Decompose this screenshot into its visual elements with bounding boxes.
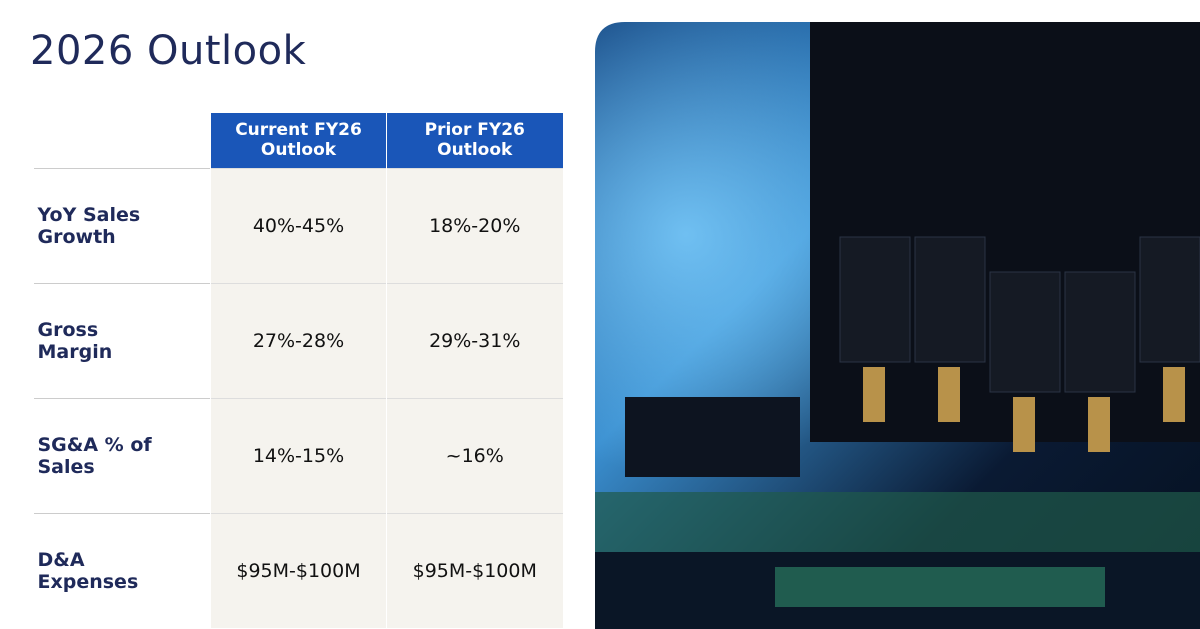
header-blank <box>33 113 211 168</box>
cell-value: 27%-28% <box>210 282 387 398</box>
cell-value: $95M-$100M <box>386 512 563 628</box>
outlook-table: Current FY26 Outlook Prior FY26 Outlook … <box>33 113 563 628</box>
cell-value: ~16% <box>386 397 563 513</box>
row-label: Gross Margin <box>33 282 211 398</box>
cell-value: 14%-15% <box>210 397 387 513</box>
table-row: Gross Margin 27%-28% 29%-31% <box>33 282 563 398</box>
row-label: SG&A % of Sales <box>33 397 211 513</box>
header-row: Current FY26 Outlook Prior FY26 Outlook <box>33 113 563 168</box>
table-row: D&A Expenses $95M-$100M $95M-$100M <box>33 512 563 628</box>
table-row: YoY Sales Growth 40%-45% 18%-20% <box>33 167 563 283</box>
column-header: Current FY26 Outlook <box>210 113 387 168</box>
machinery-photo <box>595 22 1200 629</box>
cell-value: $95M-$100M <box>210 512 387 628</box>
cell-value: 29%-31% <box>386 282 563 398</box>
row-label: YoY Sales Growth <box>33 167 211 283</box>
cell-value: 18%-20% <box>386 167 563 283</box>
cell-value: 40%-45% <box>210 167 387 283</box>
slide-title: 2026 Outlook <box>30 28 307 74</box>
column-header: Prior FY26 Outlook <box>386 113 563 168</box>
row-label: D&A Expenses <box>33 512 211 628</box>
table-row: SG&A % of Sales 14%-15% ~16% <box>33 397 563 513</box>
